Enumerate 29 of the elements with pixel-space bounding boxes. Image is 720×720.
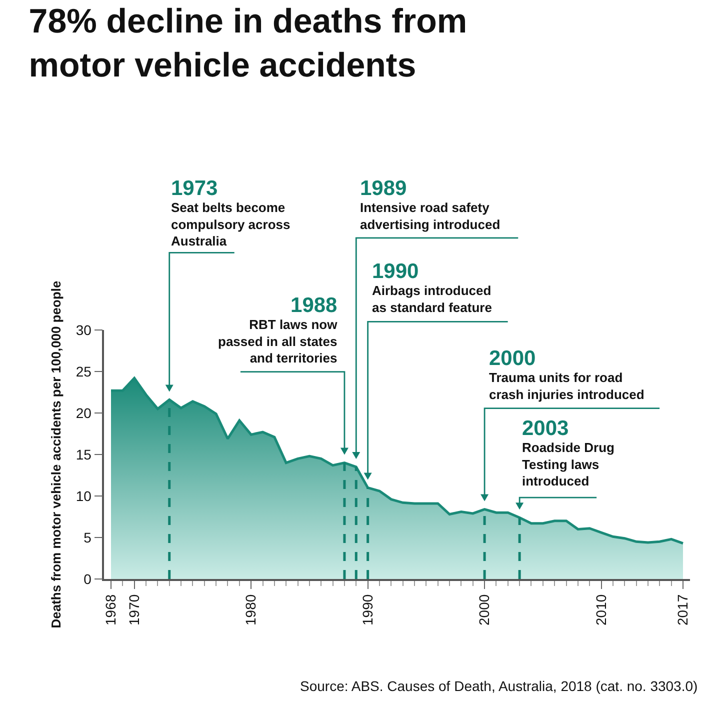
y-tick-label: 30 bbox=[76, 322, 92, 338]
source-note: Source: ABS. Causes of Death, Australia, 2018 (cat. no. 3303.0) bbox=[300, 678, 698, 694]
x-tick-label: 2017 bbox=[674, 594, 691, 626]
y-tick-label: 15 bbox=[76, 446, 92, 462]
x-tick-label: 2010 bbox=[592, 594, 609, 626]
text: Intensive road safety advertising introduced bbox=[360, 200, 500, 232]
y-tick-label: 25 bbox=[76, 363, 92, 380]
x-tick-label: 1968 bbox=[102, 594, 119, 626]
y-tick-label: 10 bbox=[76, 488, 92, 504]
ref-line-label: 2000 bbox=[489, 347, 536, 370]
text: Seat belts become compulsory across Australia bbox=[171, 200, 290, 249]
annotation: RBT laws now passed in all states and territories bbox=[218, 316, 338, 366]
ref-line-label: 1990 bbox=[372, 260, 419, 283]
ref-line-label: 1989 bbox=[360, 177, 407, 200]
text: Airbags introduced as standard feature bbox=[372, 282, 492, 315]
ref-line-label: 1988 bbox=[290, 294, 338, 317]
annotation: Roadside Drug Testing laws introduced bbox=[522, 440, 615, 489]
x-tick-label: 2000 bbox=[476, 594, 492, 626]
ref-line-label: 1973 bbox=[171, 177, 218, 200]
ref-line-label: 2003 bbox=[522, 417, 569, 440]
x-tick-label: 1970 bbox=[126, 594, 142, 626]
y-tick-label: 20 bbox=[76, 404, 92, 421]
y-tick-label: 5 bbox=[84, 529, 92, 546]
y-axis-title: Deaths from motor vehicle accidents per 100,000 people bbox=[48, 280, 64, 628]
x-tick-label: 1980 bbox=[242, 594, 259, 626]
x-tick-label: 1990 bbox=[359, 594, 376, 626]
annotation: Trauma units for road crash injuries introduced bbox=[489, 370, 644, 402]
chart-title: 78% decline in deaths from motor vehicle accidents bbox=[28, 2, 468, 85]
y-tick-label: 0 bbox=[84, 570, 92, 587]
